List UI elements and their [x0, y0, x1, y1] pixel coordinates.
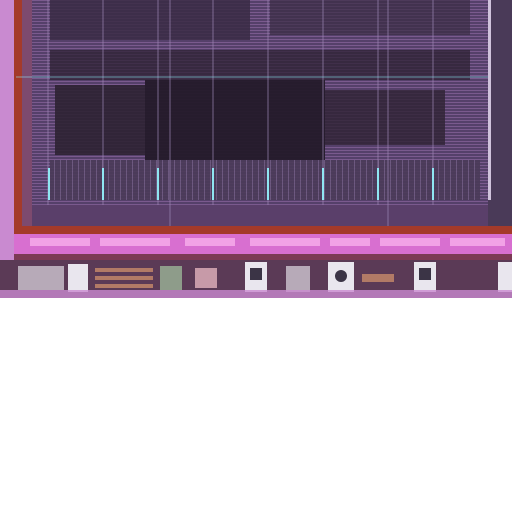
bottom-pink-edge — [0, 290, 512, 298]
io-pad-4 — [195, 268, 217, 288]
bus-lower-edge — [14, 254, 512, 260]
io-pad-6 — [286, 266, 310, 292]
left-pad-ring — [0, 0, 16, 298]
cyan-bit-marks — [48, 168, 434, 200]
io-pad-2 — [68, 264, 88, 292]
bus-highlights — [30, 238, 505, 246]
io-pads — [18, 262, 512, 292]
bottom-seal-ring — [14, 226, 512, 234]
core-dark-blocks — [50, 0, 480, 200]
right-edge-highlight — [488, 0, 491, 200]
io-driver-bars — [95, 268, 153, 272]
io-pad-10 — [498, 262, 512, 292]
io-pad-3 — [160, 266, 182, 290]
right-edge-bus — [488, 0, 512, 230]
io-pad-8 — [362, 274, 394, 282]
io-pad-1 — [18, 266, 64, 290]
left-inner-stripe — [22, 0, 32, 232]
left-seal-ring — [14, 0, 22, 240]
